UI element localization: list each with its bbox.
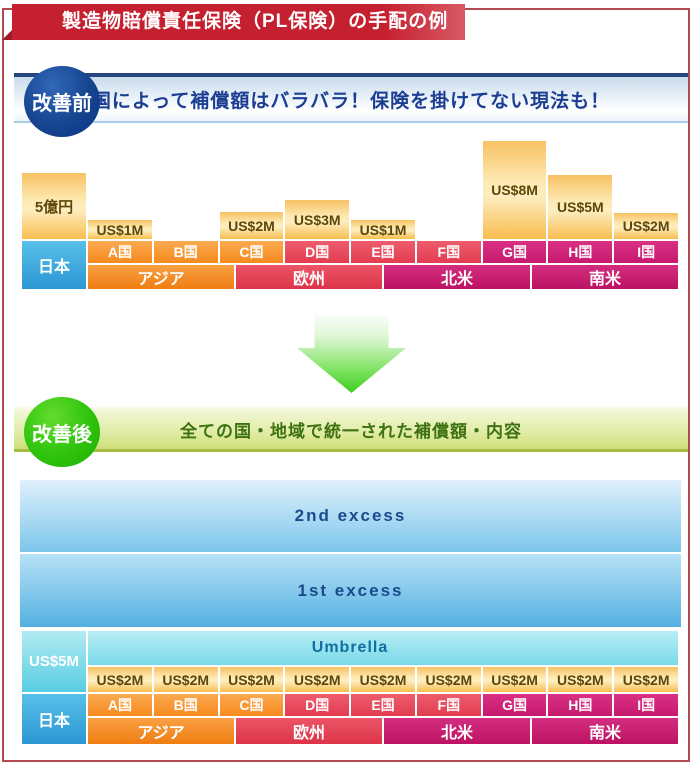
country-cell: C国: [219, 694, 284, 716]
country-cell: D国: [285, 694, 350, 716]
compensation-bar: US$2M: [219, 212, 284, 239]
banner-fold: [2, 30, 12, 40]
amount-box: US$2M: [153, 667, 218, 692]
first-excess-band: 1st excess: [20, 554, 681, 627]
amount-box: US$2M: [88, 667, 152, 692]
amount-box: US$2M: [548, 667, 613, 692]
after-badge: 改善後: [24, 397, 100, 467]
before-headline: 国によって補償額はバラバラ！保険を掛けてない現法も！: [91, 90, 611, 112]
before-countries-area: US$1M US$2M US$3M US$1M US$8M US$5M US$2…: [88, 139, 679, 289]
japan-cell: 日本: [22, 241, 86, 289]
after-countries-area: US$2M US$2M US$2M US$2M US$2M US$2M US$2…: [88, 631, 679, 744]
country-cell: G国: [482, 241, 547, 263]
region-cell-south-america: 南米: [532, 718, 678, 744]
after-chart-row: US$5M 日本 US$2M US$2M US$2M US$2M US$2M U…: [22, 631, 679, 744]
bar-slot: US$2M: [614, 213, 679, 239]
bar-amount-label: US$2M: [228, 217, 275, 234]
region-cell-europe: 欧州: [236, 718, 382, 744]
region-cell-north-america: 北米: [384, 718, 530, 744]
before-badge: 改善前: [24, 66, 100, 137]
country-cell: F国: [416, 694, 481, 716]
bar-amount-label: US$8M: [491, 182, 538, 198]
amount-box: US$2M: [285, 667, 350, 692]
bar-amount-label: US$5M: [557, 199, 604, 215]
japan-amount-label: 5億円: [34, 198, 74, 216]
umbrella-band: [88, 631, 678, 665]
bar-slot: US$2M: [219, 212, 284, 239]
after-headline-bar: 全ての国・地域で統一された補償額・内容: [14, 407, 688, 452]
before-chart: 5億円 日本 US$1M US$2M US$3M US$1M US$8M US$…: [22, 139, 679, 289]
compensation-bar: US$3M: [285, 200, 350, 239]
country-cell: I国: [614, 694, 679, 716]
after-chart: Umbrella US$5M 日本 US$2M US$2M US$2M US$2…: [22, 631, 679, 744]
before-badge-label: 改善前: [32, 93, 92, 115]
bar-slot: US$1M: [88, 220, 152, 239]
after-headline: 全ての国・地域で統一された補償額・内容: [180, 421, 522, 441]
first-excess-label: 1st excess: [297, 580, 404, 600]
umbrella-label: Umbrella: [311, 639, 389, 656]
before-country-row: A国 B国 C国 D国 E国 F国 G国 H国 I国: [88, 241, 679, 263]
country-cell: E国: [351, 694, 415, 716]
region-cell-asia: アジア: [88, 718, 234, 744]
amount-box: US$2M: [416, 667, 481, 692]
bar-slot: US$8M: [482, 141, 547, 239]
before-chart-row: 5億円 日本 US$1M US$2M US$3M US$1M US$8M US$…: [22, 139, 679, 289]
region-cell-south-america: 南米: [532, 265, 678, 289]
country-cell: C国: [219, 241, 284, 263]
bar-slot: US$1M: [351, 220, 415, 239]
compensation-bar: US$8M: [482, 141, 547, 239]
bar-amount-label: US$3M: [293, 211, 341, 228]
country-cell: G国: [482, 694, 547, 716]
country-cell: B国: [153, 694, 218, 716]
region-cell-europe: 欧州: [236, 265, 382, 289]
japan-umbrella-amount: US$5M: [22, 631, 86, 692]
bar-amount-label: US$1M: [96, 221, 144, 238]
amount-box: US$2M: [482, 667, 547, 692]
compensation-bar: US$1M: [351, 220, 415, 239]
japan-amount-bar: 5億円: [22, 173, 86, 239]
country-cell: B国: [153, 241, 218, 263]
second-excess-label: 2nd excess: [294, 506, 407, 525]
amount-box: US$2M: [219, 667, 284, 692]
country-cell: H国: [548, 694, 613, 716]
amount-box: US$2M: [351, 667, 415, 692]
page-title-banner: 製造物賠償責任保険（PL保険）の手配の例: [12, 4, 465, 40]
compensation-bar: US$5M: [548, 175, 613, 239]
after-region-row: アジア 欧州 北米 南米: [88, 718, 678, 744]
country-cell: I国: [614, 241, 679, 263]
amount-box: US$2M: [614, 667, 679, 692]
country-cell: F国: [416, 241, 481, 263]
after-badge-label: 改善後: [32, 423, 92, 446]
country-cell: A国: [88, 694, 152, 716]
bar-slot: US$5M: [548, 175, 613, 239]
country-cell: E国: [351, 241, 415, 263]
after-japan-column: US$5M 日本: [22, 631, 86, 744]
page-title: 製造物賠償責任保険（PL保険）の手配の例: [62, 11, 449, 32]
after-country-row: A国 B国 C国 D国 E国 F国 G国 H国 I国: [88, 694, 679, 716]
before-region-row: アジア 欧州 北米 南米: [88, 265, 678, 289]
bar-amount-label: US$1M: [359, 221, 407, 238]
before-japan-column: 5億円 日本: [22, 139, 86, 289]
before-headline-bar: 国によって補償額はバラバラ！保険を掛けてない現法も！: [14, 73, 688, 123]
bar-amount-label: US$2M: [622, 218, 670, 234]
country-cell: A国: [88, 241, 152, 263]
after-amount-row: US$2M US$2M US$2M US$2M US$2M US$2M US$2…: [88, 667, 679, 692]
compensation-bar: US$1M: [88, 220, 152, 239]
region-cell-north-america: 北米: [384, 265, 530, 289]
before-bars-row: US$1M US$2M US$3M US$1M US$8M US$5M US$2…: [88, 139, 679, 239]
country-cell: H国: [548, 241, 613, 263]
bar-slot: US$3M: [285, 200, 350, 239]
region-cell-asia: アジア: [88, 265, 234, 289]
second-excess-band: 2nd excess: [20, 480, 681, 552]
compensation-bar: US$2M: [614, 213, 679, 239]
country-cell: D国: [285, 241, 350, 263]
japan-cell: 日本: [22, 694, 86, 744]
